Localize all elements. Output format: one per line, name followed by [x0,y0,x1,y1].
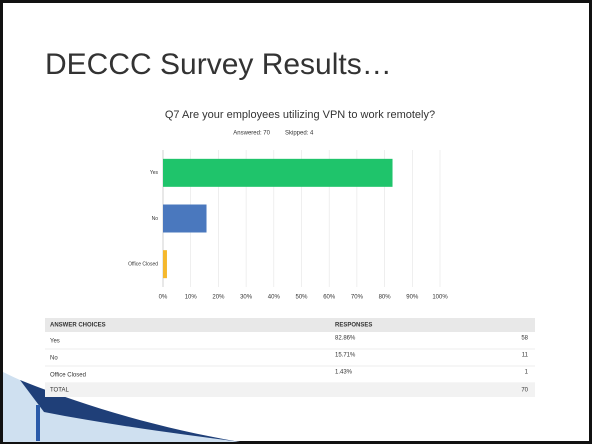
y-tick-label: Office Closed [128,261,158,267]
x-tick-label: 10% [185,295,198,301]
total-bg [45,383,535,397]
bar [163,158,393,187]
table-header-bg [45,318,535,332]
x-tick-label: 80% [379,295,392,301]
y-tick-label: Yes [150,170,159,176]
x-tick-label: 50% [295,295,308,301]
cell: Yes [50,339,60,345]
cell: 82.86% [335,336,356,342]
table: ANSWER CHOICES RESPONSES [45,318,535,332]
answered: Answered: 70 [233,131,270,137]
cell: Office Closed [50,373,86,379]
x-tick-label: 0% [159,295,168,301]
x-tick-label: 90% [406,295,419,301]
cell: 1.43% [335,370,353,376]
x-tick-label: 70% [351,295,364,301]
table-header: ANSWER CHOICES [50,323,106,329]
chart-title: Q7 Are your employees utilizing VPN to w… [165,109,435,121]
x-tick-label: 40% [268,295,281,301]
swoosh-edge [36,405,40,441]
cell: 15.71% [335,353,356,359]
total-value: 70 [521,388,528,394]
total-label: TOTAL [50,388,69,394]
skipped: Skipped: 4 [285,131,314,137]
x-tick-label: 100% [432,295,448,301]
bar [163,250,167,279]
cell: No [50,356,58,362]
x-tick-label: 60% [323,295,336,301]
slide-title: DECCC Survey Results… [45,48,392,81]
cell: 1 [525,370,529,376]
swoosh-dark [20,380,240,442]
table-header: RESPONSES [335,323,372,329]
x-tick-label: 20% [212,295,225,301]
y-tick-label: No [152,216,159,222]
x-tick-label: 30% [240,295,253,301]
cell: 58 [521,336,528,342]
bar [163,204,207,233]
cell: 11 [522,353,529,359]
swoosh-light [3,372,240,442]
